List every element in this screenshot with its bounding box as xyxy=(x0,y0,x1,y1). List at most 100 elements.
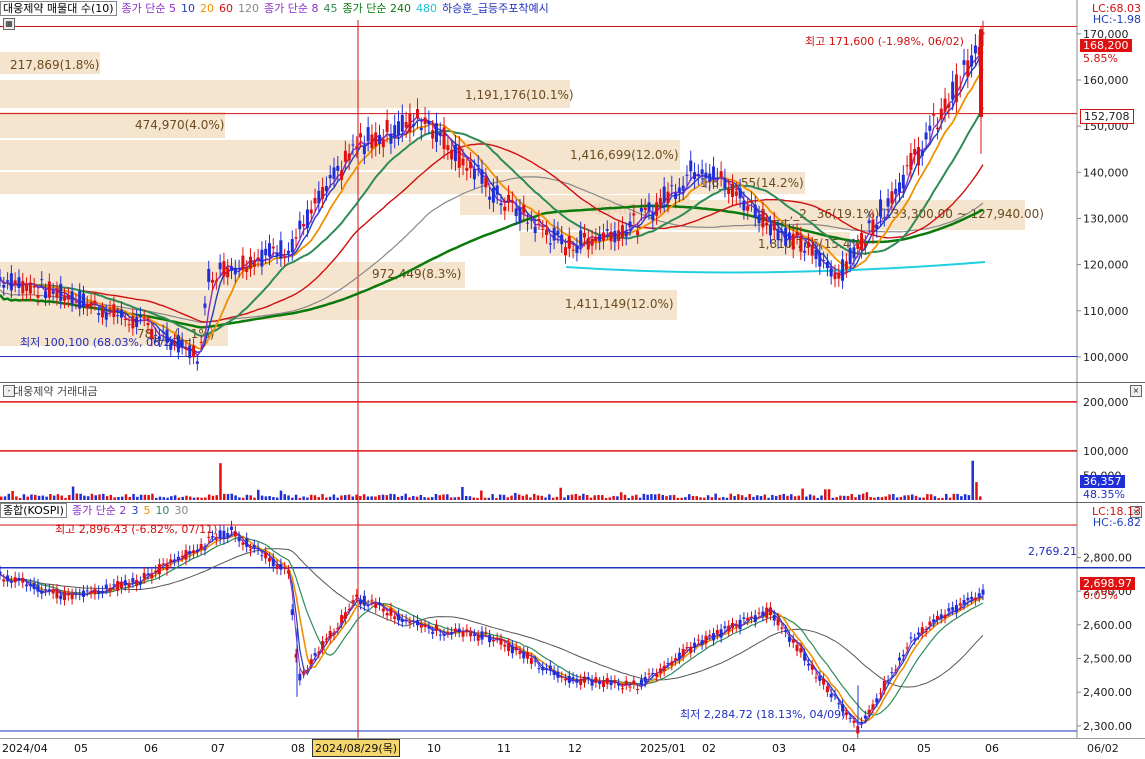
panel2-current-value: 36,357 xyxy=(1080,475,1125,488)
legend-item[interactable]: 20 xyxy=(200,2,215,15)
candle-body xyxy=(286,250,290,254)
candle-body xyxy=(184,550,188,560)
candle-body xyxy=(40,590,44,594)
panel2-close-icon[interactable]: × xyxy=(1130,385,1142,397)
candle-body xyxy=(620,688,624,690)
volume-bar xyxy=(759,496,763,500)
volume-bar xyxy=(196,497,200,500)
candle-body xyxy=(74,593,78,595)
candle-body xyxy=(340,615,344,623)
legend-item[interactable]: 대웅제약 매물대 수(10) xyxy=(0,1,117,16)
volume-bar xyxy=(808,494,812,500)
candle-body xyxy=(848,248,852,265)
legend-item[interactable]: 120 xyxy=(238,2,260,15)
volume-bar xyxy=(892,493,895,500)
candle-body xyxy=(503,644,507,647)
candle-body xyxy=(560,234,564,245)
volume-bar xyxy=(71,486,75,500)
candle-body xyxy=(564,678,568,681)
legend-item[interactable]: 5 xyxy=(143,504,151,517)
candle-body xyxy=(442,127,446,150)
candle-body xyxy=(685,647,689,649)
volume-bar xyxy=(763,494,767,500)
volume-bar xyxy=(83,495,86,500)
candle-body xyxy=(461,158,465,166)
volume-bar xyxy=(903,495,906,500)
volume-bar xyxy=(343,495,347,500)
volume-bar xyxy=(60,495,63,500)
volume-bar xyxy=(502,494,506,500)
legend-item[interactable]: 480 xyxy=(415,2,437,15)
candle-body xyxy=(116,315,120,317)
candle-body xyxy=(321,187,325,199)
candle-body xyxy=(218,530,222,539)
volume-bar xyxy=(309,494,313,500)
candle-body xyxy=(970,596,974,599)
legend-item[interactable]: 하승훈_급등주포착예시 xyxy=(441,2,549,15)
legend-item[interactable]: 10 xyxy=(155,504,170,517)
volume-profile-label: 217,869(1.8%) xyxy=(10,58,99,72)
legend-item[interactable]: 종가 단순 5 xyxy=(121,2,177,15)
volume-bar xyxy=(151,493,154,500)
legend-item[interactable]: 종가 단순 2 xyxy=(71,504,127,517)
candle-body xyxy=(772,615,776,621)
legend-item[interactable]: 종합(KOSPI) xyxy=(0,503,67,518)
legend-item[interactable]: 종가 단순 8 xyxy=(264,2,319,15)
candle-body xyxy=(541,228,545,230)
candle-body xyxy=(529,657,533,664)
candle-body xyxy=(898,182,902,193)
volume-bar xyxy=(313,495,317,500)
volume-bar xyxy=(582,493,585,500)
candle-body xyxy=(973,597,977,601)
legend-item[interactable]: 60 xyxy=(219,2,234,15)
candle-body xyxy=(260,555,264,557)
candle-body xyxy=(36,295,40,298)
candle-body xyxy=(590,679,594,686)
volume-bar xyxy=(238,497,241,500)
candle-body xyxy=(510,645,514,654)
volume-bar xyxy=(593,495,596,500)
volume-bar xyxy=(544,497,547,500)
legend-item[interactable]: 3 xyxy=(131,504,139,517)
volume-bar xyxy=(850,494,853,500)
candle-body xyxy=(518,208,522,223)
grid-toggle-icon[interactable]: ▦ xyxy=(3,18,15,30)
legend-item[interactable]: 종가 단순 240 xyxy=(342,2,411,15)
legend-item[interactable]: 30 xyxy=(174,504,189,517)
legend-item[interactable]: 45 xyxy=(323,2,338,15)
candle-body xyxy=(423,117,427,125)
volume-bar xyxy=(650,494,653,500)
candle-body xyxy=(256,257,260,259)
volume-bar xyxy=(563,497,566,500)
volume-bar xyxy=(846,495,850,500)
panel2-collapse-icon[interactable]: - xyxy=(3,385,15,397)
candle-body xyxy=(150,574,154,579)
volume-bar xyxy=(631,495,634,500)
x-tick-label: 03 xyxy=(772,742,786,755)
candle-body xyxy=(495,185,499,195)
volume-bar xyxy=(703,497,706,500)
volume-bar xyxy=(249,495,252,500)
candle-body xyxy=(647,673,651,675)
candle-body xyxy=(47,589,51,591)
volume-bar xyxy=(317,497,321,500)
volume-bar xyxy=(139,494,143,500)
candle-body xyxy=(488,196,492,200)
candle-body xyxy=(727,625,731,632)
volume-bar xyxy=(801,488,804,500)
candle-body xyxy=(347,608,351,610)
candle-body xyxy=(655,202,659,216)
candle-body xyxy=(131,316,135,329)
volume-bar xyxy=(34,494,37,500)
candle-body xyxy=(453,144,457,161)
candle-body xyxy=(218,262,222,270)
candle-body xyxy=(25,584,29,587)
candle-body xyxy=(871,704,875,709)
candle-body xyxy=(882,217,886,219)
candle-body xyxy=(590,238,594,246)
legend-item[interactable]: 10 xyxy=(181,2,196,15)
candle-body xyxy=(195,549,199,552)
volume-bar xyxy=(718,497,721,500)
panel3-close-icon[interactable]: × xyxy=(1130,506,1142,518)
